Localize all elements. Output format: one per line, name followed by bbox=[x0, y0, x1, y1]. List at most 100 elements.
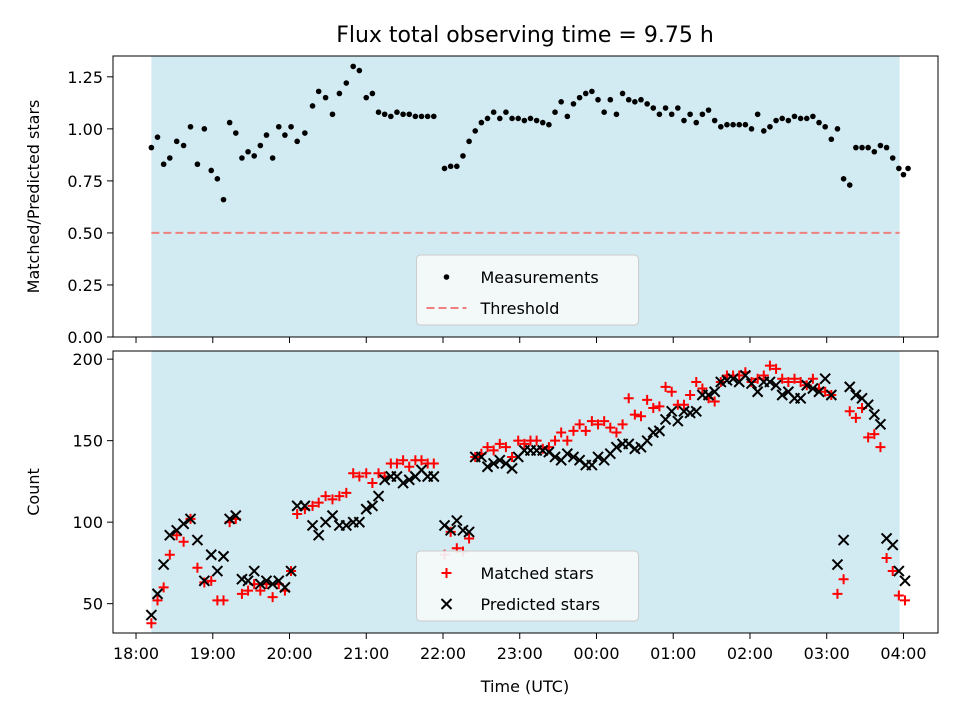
x-tick-label: 00:00 bbox=[573, 644, 619, 663]
predicted-star-point bbox=[487, 457, 500, 470]
y-tick-label: 0.00 bbox=[67, 328, 103, 347]
predicted-star-point bbox=[397, 477, 409, 489]
measurement-point bbox=[625, 96, 632, 103]
measurement-point bbox=[570, 101, 577, 107]
measurement-point bbox=[613, 111, 620, 118]
predicted-star-point bbox=[825, 389, 838, 401]
matched-star-point bbox=[243, 585, 254, 596]
measurement-point bbox=[375, 109, 382, 115]
measurement-point bbox=[356, 67, 363, 74]
matched-star-point bbox=[206, 575, 217, 586]
measurement-point bbox=[748, 126, 755, 132]
measurement-point bbox=[846, 182, 853, 188]
measurement-point bbox=[576, 94, 583, 101]
measurement-point bbox=[400, 111, 406, 118]
predicted-star-point bbox=[850, 389, 862, 401]
matched-star-point bbox=[171, 530, 182, 541]
measurement-point bbox=[552, 109, 558, 115]
matched-star-point bbox=[482, 442, 493, 453]
legend-box bbox=[416, 254, 639, 326]
measurement-point bbox=[656, 111, 663, 118]
measurement-point bbox=[644, 101, 650, 107]
matched-star-point bbox=[158, 582, 169, 593]
measurement-point bbox=[194, 161, 201, 168]
measurement-point bbox=[871, 148, 878, 155]
measurement-point bbox=[515, 115, 522, 122]
measurement-point bbox=[226, 119, 233, 126]
measurement-point bbox=[699, 111, 706, 118]
predicted-star-point bbox=[326, 509, 339, 522]
measurement-point bbox=[394, 109, 400, 115]
legend-box bbox=[416, 550, 639, 622]
predicted-star-point bbox=[205, 549, 217, 561]
predicted-star-point bbox=[475, 451, 488, 463]
predicted-star-point bbox=[592, 451, 604, 463]
measurement-point bbox=[558, 98, 564, 105]
matched-star-point bbox=[900, 595, 910, 606]
matched-star-point bbox=[320, 491, 331, 502]
predicted-star-point bbox=[751, 386, 764, 398]
measurement-point bbox=[424, 113, 431, 120]
matched-star-point bbox=[629, 409, 640, 420]
measurement-point bbox=[369, 90, 376, 97]
predicted-star-point bbox=[428, 470, 440, 483]
predicted-star-point bbox=[893, 565, 905, 577]
legend-label: Measurements bbox=[481, 268, 599, 287]
matched-star-point bbox=[327, 494, 338, 505]
matched-star-point bbox=[556, 427, 567, 438]
measurement-point bbox=[816, 119, 822, 126]
matched-star-point bbox=[593, 419, 604, 430]
matched-star-point bbox=[777, 373, 788, 384]
measurement-point bbox=[350, 63, 357, 70]
measurement-point bbox=[705, 107, 712, 113]
matched-star-point bbox=[192, 562, 203, 573]
predicted-star-point bbox=[403, 474, 415, 486]
measurement-point bbox=[589, 88, 595, 95]
measurement-point bbox=[785, 117, 792, 124]
matched-star-point bbox=[807, 373, 818, 384]
measurement-point bbox=[509, 115, 515, 122]
measurement-point bbox=[441, 165, 448, 172]
matched-star-point bbox=[832, 588, 843, 599]
matched-star-point bbox=[334, 491, 345, 502]
matched-star-point bbox=[838, 574, 849, 585]
measurement-point bbox=[803, 115, 810, 122]
measurement-point bbox=[797, 115, 804, 122]
matched-star-point bbox=[611, 427, 622, 438]
matched-star-point bbox=[267, 592, 278, 603]
predicted-star-point bbox=[340, 519, 353, 532]
matched-star-point bbox=[507, 451, 518, 462]
predicted-star-point bbox=[653, 425, 666, 437]
matched-star-point bbox=[617, 419, 628, 430]
predicted-star-point bbox=[451, 514, 463, 527]
measurement-point bbox=[693, 119, 700, 126]
measurement-point bbox=[767, 123, 773, 130]
matched-star-point bbox=[416, 455, 427, 466]
measurement-point bbox=[148, 144, 155, 151]
measurement-point bbox=[484, 115, 491, 122]
x-tick-label: 04:00 bbox=[880, 644, 926, 663]
measurement-point bbox=[302, 130, 308, 136]
measurement-point bbox=[601, 109, 607, 115]
predicted-star-point bbox=[248, 565, 260, 577]
predicted-star-point bbox=[279, 581, 291, 594]
measurement-point bbox=[877, 142, 884, 149]
matched-star-point bbox=[519, 438, 530, 449]
predicted-star-point bbox=[198, 575, 211, 587]
measurement-point bbox=[650, 105, 657, 111]
matched-star-point bbox=[783, 376, 794, 387]
measurement-point bbox=[730, 121, 736, 128]
matched-star-point bbox=[771, 363, 782, 374]
measurement-point bbox=[412, 113, 419, 120]
measurement-point bbox=[288, 123, 294, 130]
measurement-point bbox=[859, 144, 865, 151]
measurement-point bbox=[294, 138, 300, 145]
matched-star-point bbox=[648, 403, 659, 414]
measurement-point bbox=[173, 138, 180, 145]
matched-star-point bbox=[869, 429, 880, 440]
matched-star-point bbox=[875, 442, 886, 453]
predicted-star-point bbox=[254, 578, 267, 590]
predicted-star-point bbox=[242, 575, 254, 587]
measurement-point bbox=[681, 117, 687, 124]
measurement-point bbox=[533, 117, 540, 124]
